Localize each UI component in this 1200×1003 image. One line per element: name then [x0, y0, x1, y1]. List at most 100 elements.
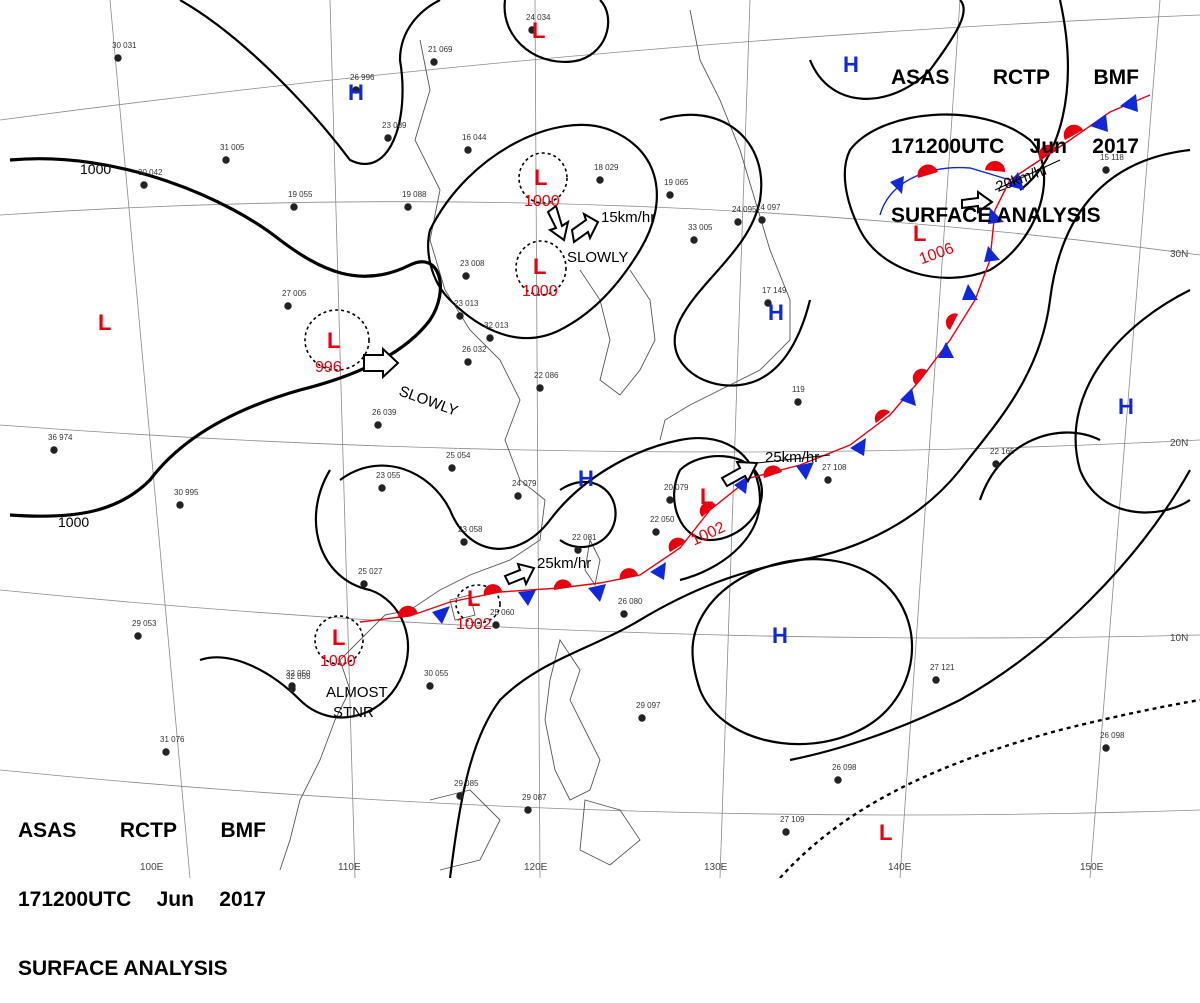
- isobar-pacific-high-ring: [691, 558, 913, 746]
- station-value: 29 097: [636, 701, 661, 710]
- isobar-top-low-ring: [503, 0, 610, 63]
- ring-1000-a: [518, 152, 568, 204]
- header-product: ASAS: [891, 66, 950, 89]
- header-product: ASAS: [18, 819, 77, 842]
- station-circle: [492, 621, 500, 629]
- station-plot: 30 042: [138, 168, 163, 189]
- high-letter: H: [843, 52, 859, 77]
- station-circle: [992, 460, 1000, 468]
- cold-front-triangle-11: [984, 246, 1000, 262]
- warm-front-semicircle-1: [397, 605, 418, 618]
- movement-speed: 25km/hr: [765, 449, 819, 466]
- station-plot: 27 109: [780, 815, 805, 836]
- station-value: 23 089: [382, 121, 407, 130]
- movement-slowly: SLOWLY: [567, 249, 628, 266]
- header-line-time: 171200UTC Jun 2017: [18, 888, 266, 911]
- coast-indochina: [279, 614, 386, 871]
- coast-mindanao: [579, 799, 641, 866]
- station-plot: 29 097: [636, 701, 661, 722]
- station-plot: 29 085: [454, 779, 479, 800]
- isobar-front-envelope: [448, 0, 1191, 878]
- warm-front-semicircle-10: [945, 313, 958, 330]
- station-plot: 119: [792, 385, 805, 406]
- cold-front-triangle-2: [518, 590, 536, 606]
- station-value: 23 055: [376, 471, 401, 480]
- station-circle: [374, 421, 382, 429]
- arrow-25kmhr-east: [720, 460, 759, 488]
- lon-label: 110E: [338, 862, 361, 873]
- cold-front-triangle-6: [796, 462, 814, 480]
- station-plot: 25 054: [446, 451, 471, 472]
- station-circle: [524, 806, 532, 814]
- warm-front-semicircle-4: [619, 568, 638, 580]
- cold-front-triangle-14: [1090, 114, 1108, 132]
- station-value: 24 034: [526, 13, 551, 22]
- warm-front-semicircle-11: [985, 160, 1006, 172]
- coast-taiwan: [584, 538, 601, 587]
- header-type: BMF: [1093, 66, 1140, 89]
- station-circle: [596, 176, 604, 184]
- station-circle: [134, 632, 142, 640]
- header-line-time: 171200UTC Jun 2017: [891, 135, 1139, 158]
- lon-line-100e: [109, 0, 191, 878]
- station-plot: 24 095: [732, 205, 757, 226]
- cold-front-triangle-12: [988, 208, 1004, 224]
- isobar-far-east: [1074, 289, 1191, 514]
- cold-front-triangle-9: [938, 342, 954, 358]
- low-pressure-value: 1002: [456, 616, 492, 633]
- station-plot: 26 032: [462, 345, 487, 366]
- station-value: 32 013: [484, 321, 509, 330]
- station-circle: [162, 748, 170, 756]
- lat-label: 30N: [1170, 249, 1188, 260]
- lat-line-0: [0, 769, 1200, 816]
- lat-line-20n: [0, 424, 1200, 453]
- high-letter: H: [578, 466, 594, 491]
- high-letter: H: [772, 623, 788, 648]
- coast-hainan: [449, 594, 476, 621]
- station-value: 29 053: [132, 619, 157, 628]
- low-pressure-value: 1000: [522, 283, 558, 300]
- motion-arrows: [363, 190, 994, 587]
- station-plot: 19 088: [402, 190, 427, 211]
- high-symbols: H H H H H H: [348, 52, 1134, 648]
- station-plot: 24 034: [526, 13, 551, 34]
- lon-line-110e: [329, 0, 356, 878]
- lon-label: 100E: [140, 862, 164, 873]
- warm-front-semicircle-2: [483, 584, 502, 596]
- isobar-1002-low-ring: [673, 454, 763, 542]
- cold-front-triangle-8: [900, 388, 916, 406]
- arrow-20kmhr: [961, 190, 994, 214]
- station-circle: [652, 528, 660, 536]
- station-circle: [284, 302, 292, 310]
- station-circle: [638, 714, 646, 722]
- station-plot: 30 995: [174, 488, 199, 509]
- station-plot: 22 086: [534, 371, 559, 392]
- isobar-label: 1000: [80, 161, 111, 177]
- warm-front-semicircle-14: [917, 164, 938, 178]
- station-circle: [464, 146, 472, 154]
- low-pressure-value: 1000: [524, 193, 560, 210]
- station-circle: [460, 538, 468, 546]
- arrow-line-25kmhr: [756, 454, 831, 464]
- station-value: 25 060: [490, 608, 515, 617]
- low-pressure-value: 1000: [320, 653, 356, 670]
- isobar-label: 1000: [58, 514, 89, 530]
- station-value: 30 055: [424, 669, 449, 678]
- header-time: 171200UTC: [891, 135, 1005, 158]
- station-circle: [620, 610, 628, 618]
- station-value: 36 974: [48, 433, 73, 442]
- station-value: 25 027: [358, 567, 383, 576]
- station-plot: 26 996: [350, 73, 375, 94]
- station-value: 23 013: [454, 299, 479, 308]
- ring-1000-b: [515, 240, 567, 296]
- lon-label: 140E: [888, 862, 912, 873]
- movement-stnr: STNR: [333, 704, 374, 721]
- station-circle: [426, 682, 434, 690]
- station-circle: [456, 312, 464, 320]
- station-circle: [536, 384, 544, 392]
- station-value: 26 039: [372, 408, 397, 417]
- station-plot: 33 005: [688, 223, 713, 244]
- station-value: 27 109: [780, 815, 805, 824]
- station-value: 15 118: [1100, 153, 1124, 162]
- warm-front-semicircle-5: [668, 537, 686, 552]
